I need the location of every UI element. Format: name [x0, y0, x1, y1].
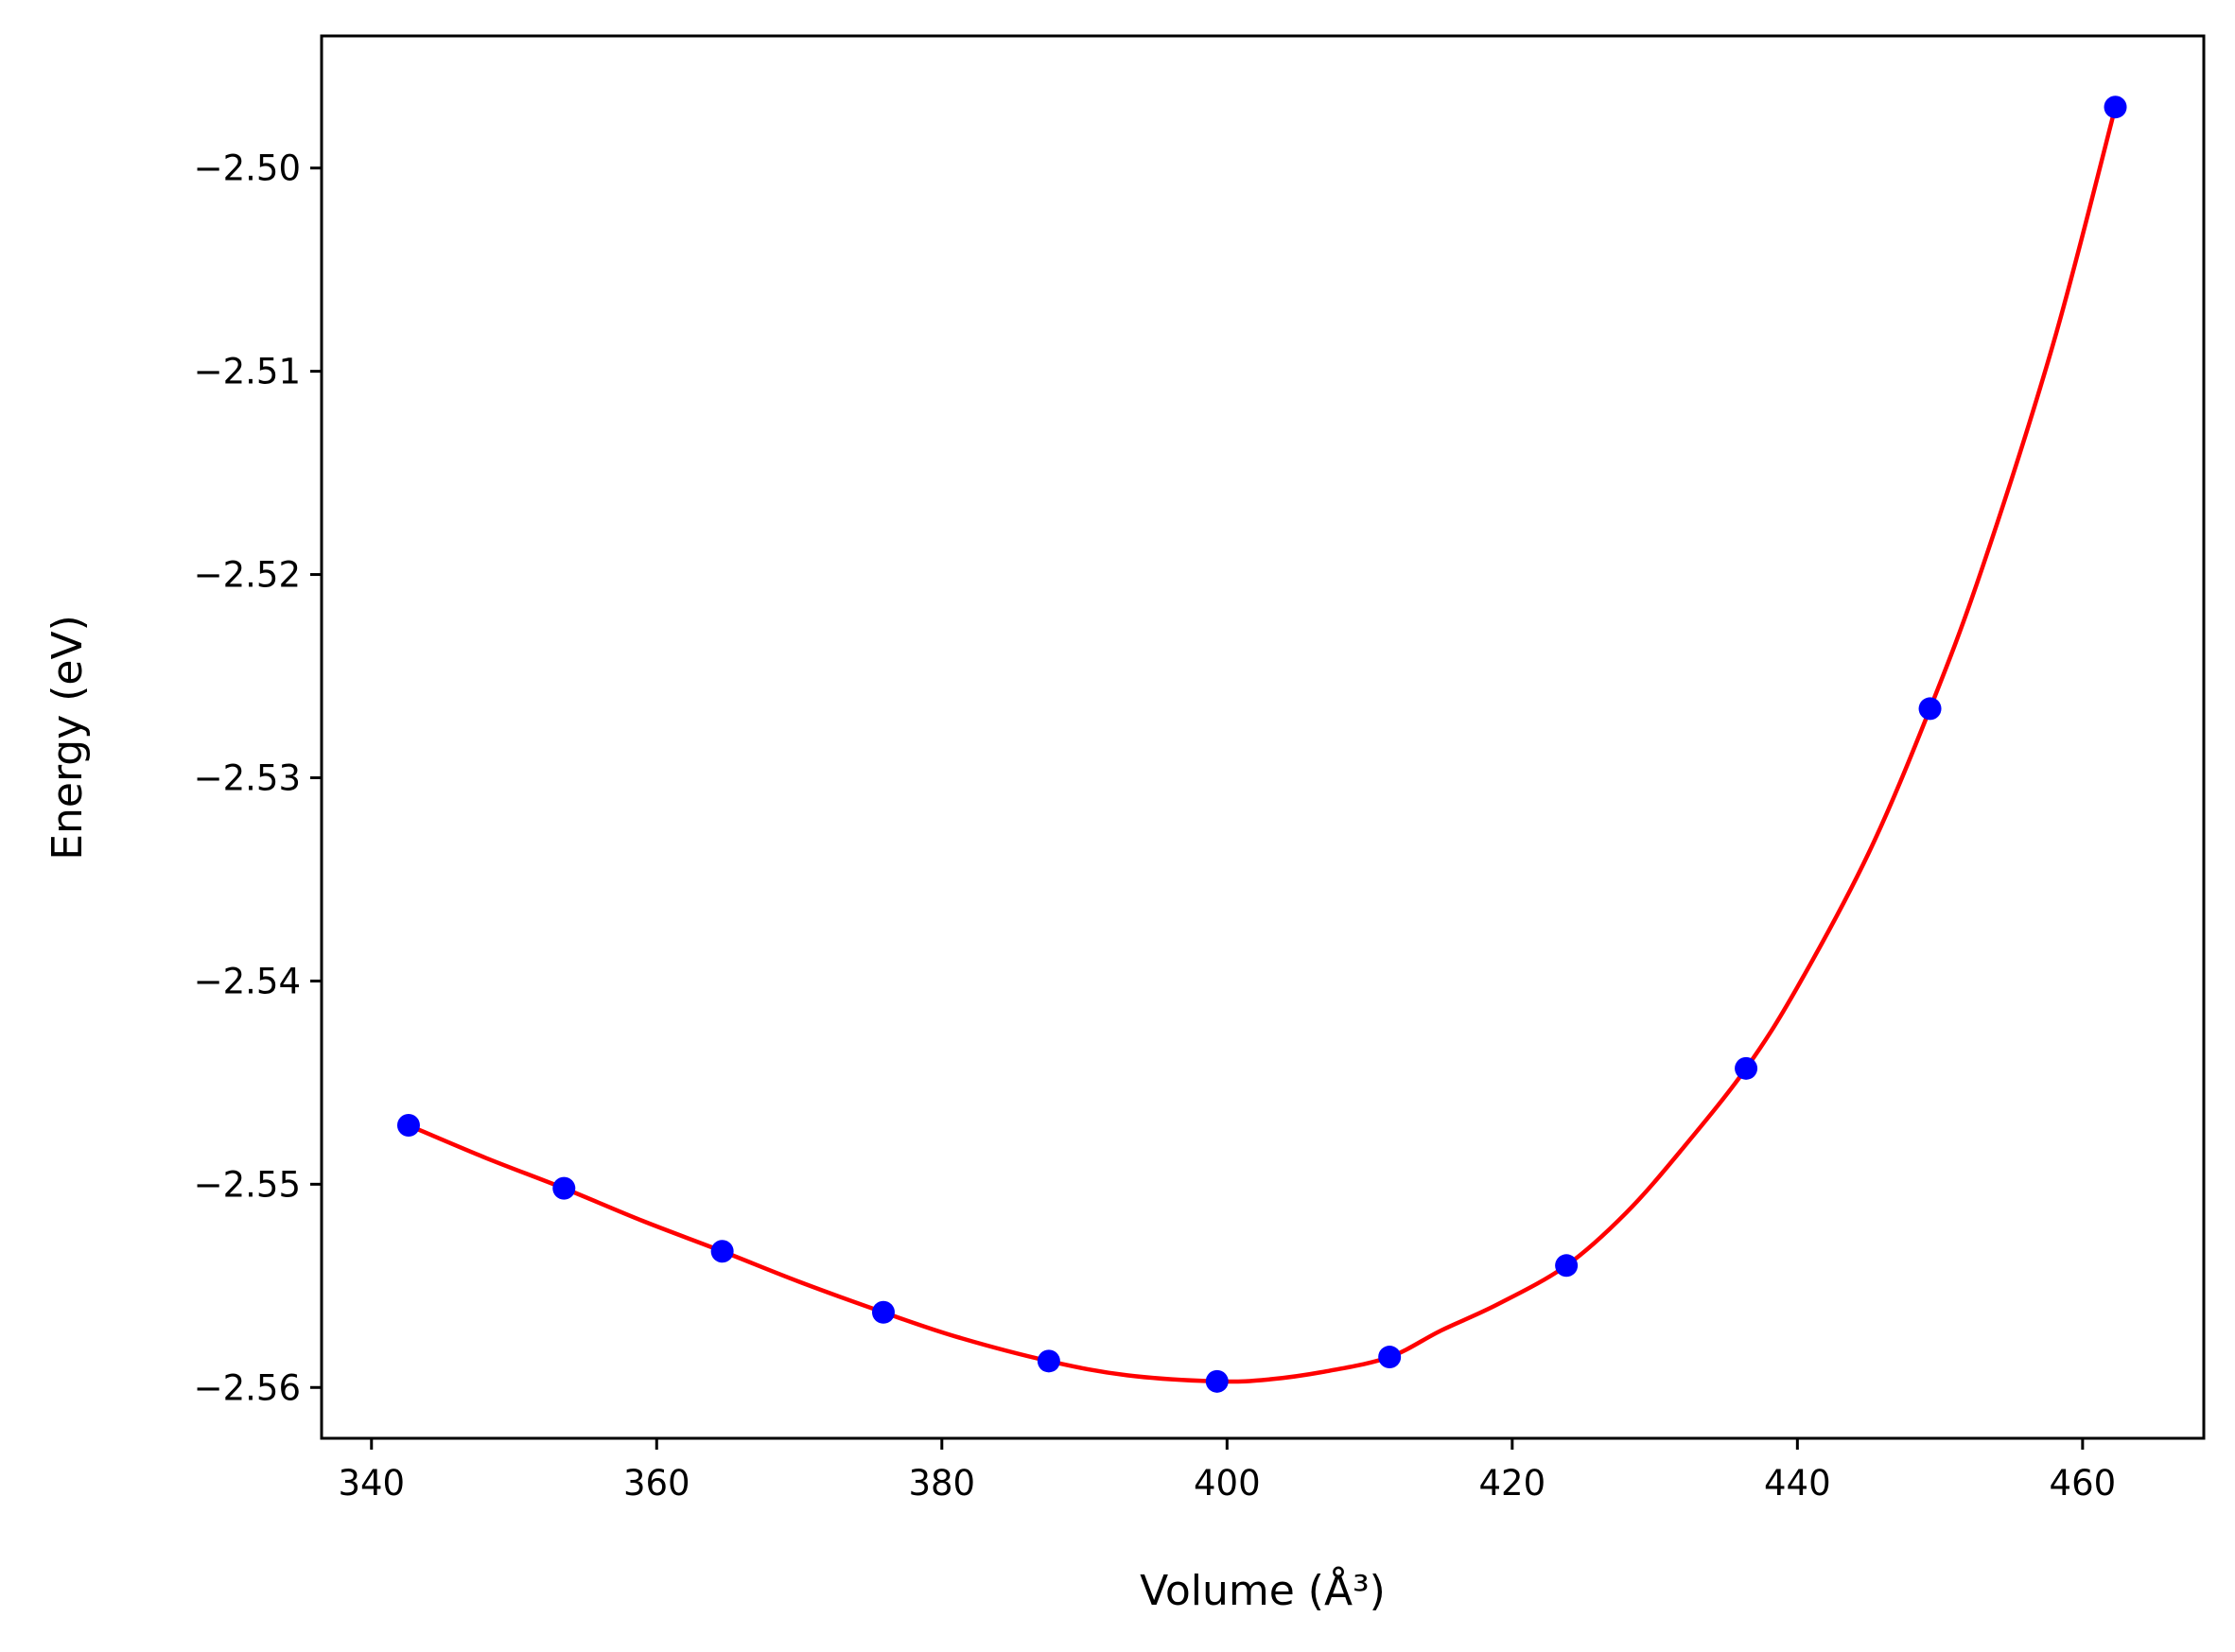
x-tick-label: 340 — [338, 1463, 405, 1504]
data-point — [2104, 96, 2127, 119]
x-tick-label: 420 — [1479, 1463, 1546, 1504]
y-tick-label: −2.52 — [194, 555, 301, 596]
x-tick-label: 380 — [908, 1463, 975, 1504]
data-point — [1555, 1254, 1579, 1278]
y-tick-label: −2.56 — [194, 1367, 301, 1408]
y-tick-label: −2.54 — [194, 961, 301, 1001]
plot-frame — [320, 34, 2206, 1440]
y-axis-title: Energy (eV) — [44, 615, 92, 861]
x-tick-label: 460 — [2050, 1463, 2117, 1504]
data-point — [552, 1176, 576, 1200]
data-point — [710, 1240, 734, 1263]
data-point — [1378, 1346, 1402, 1369]
data-point — [871, 1300, 895, 1324]
x-tick-label: 440 — [1764, 1463, 1831, 1504]
data-point — [396, 1114, 420, 1138]
y-tick-label: −2.53 — [194, 757, 301, 798]
x-axis-title: Volume (Å³) — [1140, 1565, 1386, 1615]
x-axis-ticks: 340 360 380 400 420 440 460 — [338, 1438, 2116, 1504]
data-point — [1205, 1369, 1229, 1393]
data-point — [1037, 1349, 1060, 1373]
plot-area: 340 360 380 400 420 440 460 −2.50−2.51−2.52−2.… — [194, 34, 2206, 1504]
y-axis-ticks: −2.50 −2.51 −2.52 −2.53 −2.54 −2.55 −2.56 — [194, 148, 322, 1408]
data-point — [1735, 1056, 1758, 1080]
series-layer — [396, 96, 2127, 1393]
y-tick-label: −2.51 — [194, 352, 301, 392]
y-tick-label: −2.50 — [194, 148, 301, 189]
x-tick-label: 400 — [1194, 1463, 1261, 1504]
y-tick-label: −2.55 — [194, 1164, 301, 1205]
data-point — [1918, 697, 1942, 721]
x-tick-label: 360 — [623, 1463, 690, 1504]
